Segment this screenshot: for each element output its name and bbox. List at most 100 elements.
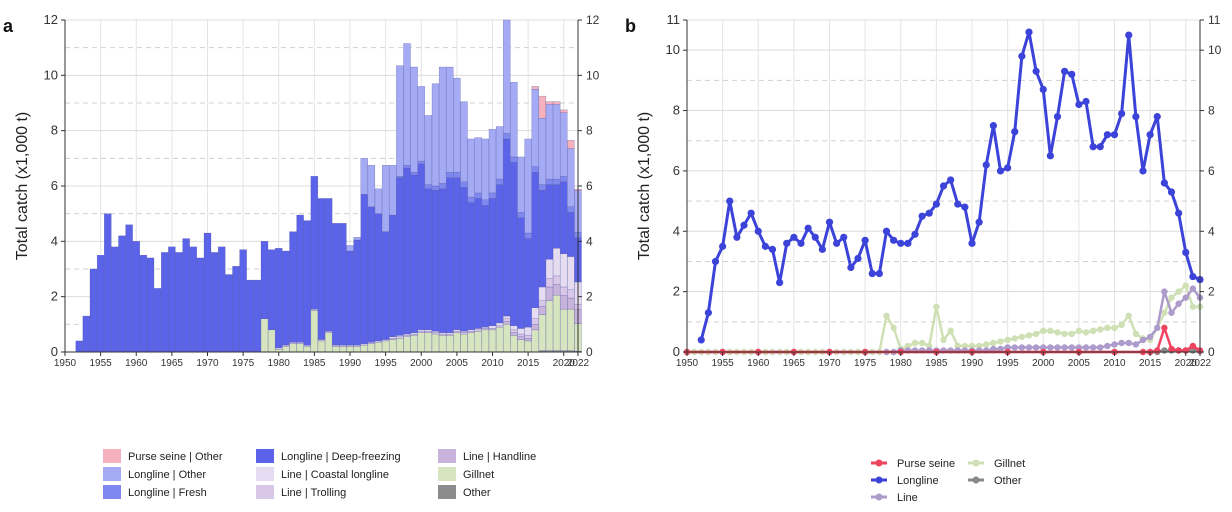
y-tick-label: 12: [44, 12, 58, 27]
point-longline: [975, 218, 983, 226]
bar-longline-deep-freezing: [332, 223, 340, 346]
point-gillnet: [940, 336, 947, 344]
bar-purse-seine-other: [531, 86, 539, 90]
bar-line-trolling: [381, 339, 390, 342]
bar-gillnet: [545, 300, 554, 351]
point-line: [1018, 344, 1026, 351]
bar-longline-deep-freezing: [275, 248, 283, 349]
bar-longline-deep-freezing: [253, 279, 262, 353]
bar-line-handline: [552, 284, 561, 296]
point-gillnet: [883, 312, 890, 319]
bar-longline-deep-freezing: [175, 252, 183, 353]
point-gillnet: [1047, 327, 1054, 335]
point-gillnet: [1175, 288, 1182, 295]
bar-line-trolling: [453, 331, 461, 333]
bar-longline-deep-freezing: [146, 257, 155, 353]
x-tick-label: 1955: [712, 358, 735, 369]
bar-longline-deep-freezing: [531, 171, 539, 308]
bar-gillnet: [517, 339, 525, 353]
bar-longline-fresh: [567, 206, 575, 213]
point-longline: [1025, 28, 1033, 36]
point-gillnet: [911, 339, 919, 347]
bar-longline-deep-freezing: [488, 198, 497, 326]
y-tick-label: 2: [673, 284, 680, 299]
bar-line-trolling: [317, 339, 326, 342]
bar-longline-deep-freezing: [424, 188, 433, 331]
bar-line-handline: [503, 321, 511, 325]
bar-gillnet: [367, 343, 376, 353]
bar-longline-deep-freezing: [289, 231, 297, 343]
y-tick-label-right: 6: [586, 179, 593, 193]
y-tick-label: 6: [673, 163, 680, 178]
bar-line-coastal-longline: [495, 322, 504, 326]
bar-longline-deep-freezing: [168, 246, 176, 353]
bar-gillnet: [431, 333, 440, 353]
bar-purse-seine-other: [567, 140, 575, 149]
point-longline: [868, 269, 876, 278]
bar-longline-deep-freezing: [410, 174, 418, 333]
point-line: [1139, 336, 1147, 344]
x-tick-label: 1965: [783, 358, 806, 369]
bar-longline-deep-freezing: [104, 213, 112, 353]
bar-longline-deep-freezing: [317, 198, 326, 340]
point-longline: [1061, 67, 1069, 75]
point-longline: [918, 212, 926, 220]
bar-gillnet: [389, 339, 397, 353]
bar-longline-deep-freezing: [324, 198, 333, 332]
x-tick-label: 1960: [747, 358, 770, 369]
point-gillnet: [1089, 327, 1097, 335]
bar-line-coastal-longline: [396, 335, 404, 337]
point-longline: [840, 233, 848, 241]
bar-longline-other: [346, 245, 354, 252]
point-longline: [704, 309, 712, 317]
y-tick-label-right: 0: [586, 345, 593, 359]
bar-longline-deep-freezing: [467, 202, 475, 331]
bar-line-trolling: [410, 333, 418, 336]
bar-line-coastal-longline: [424, 329, 433, 332]
point-longline: [1004, 164, 1012, 172]
bar-gillnet: [403, 336, 411, 353]
point-longline: [818, 245, 826, 253]
point-gillnet: [1018, 333, 1026, 341]
point-gillnet: [933, 303, 940, 310]
bar-line-trolling: [332, 344, 340, 347]
y-tick-label-right: 8: [1208, 104, 1215, 118]
panel-b: 0 0 2 2 4 4 6 6 8 8 10 10 11 11 1950 1955 1960 1965 1970 19…: [625, 12, 1222, 504]
x-tick-label: 2015: [1139, 358, 1162, 369]
bar-line-coastal-longline: [403, 333, 411, 336]
x-tick-label: 1995: [375, 358, 398, 369]
bar-line-trolling: [474, 329, 482, 332]
bar-longline-other: [374, 188, 383, 214]
point-gillnet: [1104, 324, 1111, 332]
bar-longline-deep-freezing: [396, 177, 404, 336]
bar-longline-other: [552, 104, 561, 180]
point-longline: [1175, 209, 1183, 217]
bar-longline-other: [567, 148, 575, 207]
point-longline: [932, 200, 940, 208]
bar-gillnet: [360, 344, 368, 353]
bar-gillnet: [560, 308, 568, 351]
y-tick-label: 6: [51, 178, 58, 193]
bar-longline-deep-freezing: [310, 176, 319, 310]
bar-gillnet: [332, 346, 340, 353]
point-longline: [1068, 70, 1076, 78]
point-longline: [1103, 131, 1111, 139]
y-tick-label: 0: [51, 344, 58, 359]
bar-line-handline: [560, 295, 568, 310]
x-tick-label: 1995: [997, 358, 1020, 369]
point-longline: [804, 224, 812, 232]
bar-longline-deep-freezing: [118, 235, 126, 353]
bar-longline-fresh: [396, 176, 404, 178]
bar-longline-other: [524, 138, 532, 234]
bar-gillnet: [538, 314, 547, 351]
point-longline: [719, 242, 727, 250]
bar-longline-deep-freezing: [111, 246, 119, 353]
point-longline: [1018, 52, 1026, 60]
panel-a: 0 0 2 2 4 4 6 6 8 8 10 10 12 12 1950 1955 1960 1965 1970 19…: [3, 12, 600, 499]
point-line: [1104, 342, 1111, 350]
bar-longline-other: [353, 237, 361, 241]
y-tick-label-right: 8: [586, 124, 593, 138]
bar-longline-deep-freezing: [139, 254, 148, 353]
bar-longline-other: [495, 126, 504, 180]
bar-longline-other: [403, 43, 411, 166]
